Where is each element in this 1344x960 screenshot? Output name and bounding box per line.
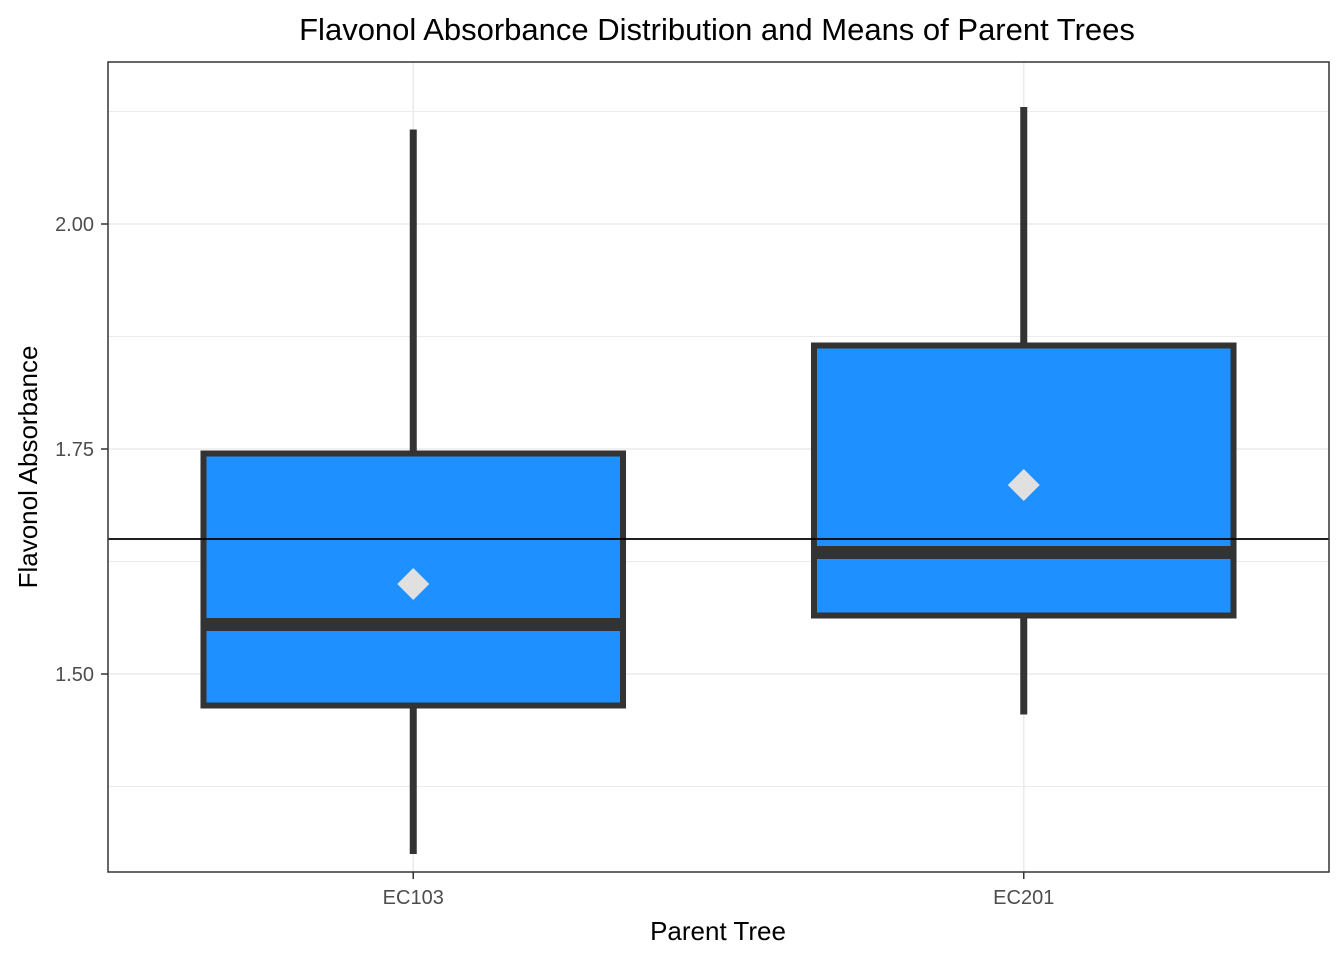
y-tick-label: 1.50: [55, 664, 94, 686]
axes: 1.50 1.75 2.00 EC103 EC201: [55, 214, 1054, 909]
mean-marker: [1007, 469, 1040, 501]
y-tick-label: 1.75: [55, 439, 94, 461]
mean-marker: [397, 568, 430, 600]
plot-border: [107, 61, 1330, 873]
x-tick-label: EC201: [993, 887, 1054, 909]
x-axis-title: Parent Tree: [650, 916, 786, 946]
box-group-ec103: [200, 129, 627, 854]
y-tick-label: 2.00: [55, 214, 94, 236]
chart-title: Flavonol Absorbance Distribution and Mea…: [299, 12, 1135, 47]
box-group-ec201: [810, 107, 1237, 715]
plot-marks: [108, 107, 1329, 854]
y-axis-title: Flavonol Absorbance: [13, 346, 43, 589]
x-tick-label: EC103: [383, 887, 444, 909]
